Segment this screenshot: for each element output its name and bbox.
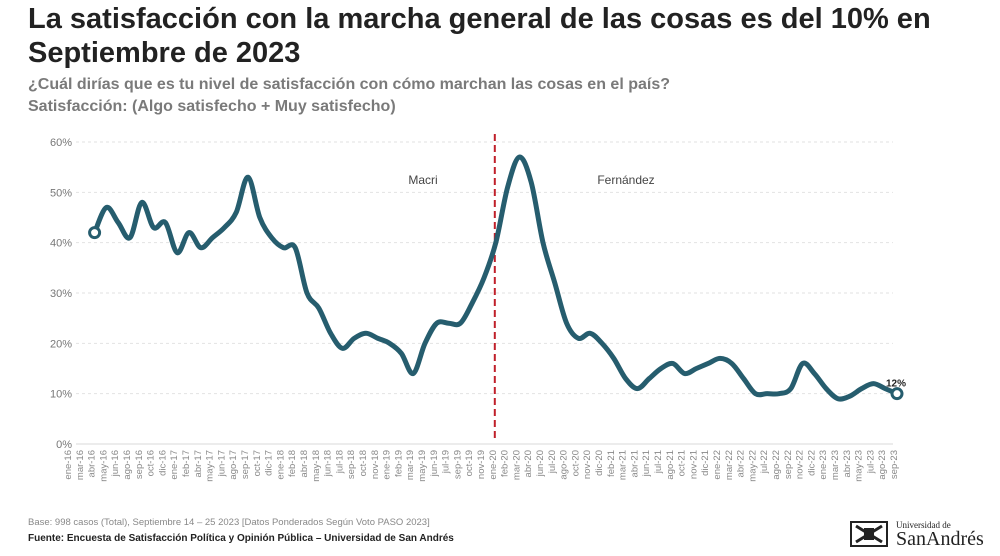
x-tick-label: nov-19	[476, 450, 487, 479]
page-title: La satisfacción con la marcha general de…	[28, 3, 931, 69]
x-tick-label: jun-18	[323, 450, 334, 477]
x-tick-label: jun-19	[429, 450, 440, 477]
data-label: 12%	[886, 379, 906, 390]
x-tick-label: ene-23	[818, 450, 829, 480]
y-tick-label: 0%	[56, 439, 72, 451]
x-tick-label: feb-18	[287, 450, 298, 477]
x-tick-label: sep-19	[452, 450, 463, 479]
x-tick-label: mar-21	[618, 450, 629, 480]
x-tick-label: ago-22	[771, 450, 782, 480]
end-marker	[890, 387, 904, 401]
question-subtitle: ¿Cuál dirías que es tu nivel de satisfac…	[28, 76, 670, 93]
x-tick-label: ago-21	[665, 450, 676, 480]
x-tick-label: jun-16	[110, 450, 121, 477]
x-tick-label: may-18	[311, 450, 322, 482]
x-tick-label: ago-20	[559, 450, 570, 480]
x-tick-label: jul-20	[547, 450, 558, 474]
x-tick-label: ene-18	[275, 450, 286, 480]
x-tick-label: mar-22	[724, 450, 735, 480]
x-tick-label: jun-20	[535, 450, 546, 477]
x-tick-label: feb-19	[393, 450, 404, 477]
x-tick-label: abr-21	[629, 450, 640, 477]
x-tick-label: feb-20	[500, 450, 511, 477]
x-tick-label: ene-20	[488, 450, 499, 480]
x-tick-label: jun-17	[216, 450, 227, 477]
period-label-fernandez: Fernández	[597, 173, 654, 187]
y-tick-label: 30%	[50, 288, 72, 300]
x-tick-label: abr-20	[523, 450, 534, 477]
source-note: Fuente: Encuesta de Satisfacción Polític…	[28, 533, 454, 544]
logo-line1: Universidad de	[896, 520, 951, 530]
x-tick-label: dic-16	[157, 450, 168, 476]
university-logo: Universidad de SanAndrés	[848, 518, 998, 552]
x-tick-label: jul-21	[653, 450, 664, 474]
x-tick-label: ago-23	[877, 450, 888, 480]
x-tick-label: oct-17	[252, 450, 263, 476]
period-label-macri: Macri	[408, 173, 437, 187]
x-tick-label: nov-18	[370, 450, 381, 479]
x-tick-label: ago-16	[122, 450, 133, 480]
x-tick-label: nov-21	[688, 450, 699, 479]
y-tick-label: 50%	[50, 187, 72, 199]
x-tick-label: may-17	[205, 450, 216, 482]
x-tick-label: abr-18	[299, 450, 310, 477]
y-tick-label: 20%	[50, 338, 72, 350]
x-tick-label: mar-16	[75, 450, 86, 480]
x-tick-label: mar-19	[405, 450, 416, 480]
x-tick-label: jul-22	[759, 450, 770, 474]
x-tick-label: sep-16	[134, 450, 145, 479]
x-tick-label: jul-23	[865, 450, 876, 474]
x-tick-label: oct-18	[358, 450, 369, 476]
x-tick-label: jul-18	[334, 450, 345, 474]
x-tick-label: may-16	[98, 450, 109, 482]
base-note: Base: 998 casos (Total), Septiembre 14 –…	[28, 517, 430, 528]
y-tick-label: 60%	[50, 137, 72, 149]
start-marker	[88, 226, 102, 240]
x-tick-label: dic-17	[264, 450, 275, 476]
x-tick-label: abr-17	[193, 450, 204, 477]
x-tick-label: abr-16	[87, 450, 98, 477]
x-tick-label: feb-17	[181, 450, 192, 477]
x-tick-label: abr-23	[842, 450, 853, 477]
x-tick-label: jul-19	[441, 450, 452, 474]
x-tick-label: sep-18	[346, 450, 357, 479]
x-tick-label: mar-20	[511, 450, 522, 480]
measure-subtitle: Satisfacción: (Algo satisfecho + Muy sat…	[28, 98, 396, 115]
x-tick-label: sep-23	[889, 450, 900, 479]
x-tick-label: may-23	[854, 450, 865, 482]
x-tick-label: oct-16	[146, 450, 157, 476]
x-tick-label: ene-17	[169, 450, 180, 480]
y-tick-label: 10%	[50, 389, 72, 401]
series-line	[92, 154, 900, 402]
x-tick-label: ene-22	[712, 450, 723, 480]
x-tick-label: mar-23	[830, 450, 841, 480]
x-tick-label: oct-20	[570, 450, 581, 476]
x-tick-label: ene-19	[382, 450, 393, 480]
x-tick-label: nov-22	[795, 450, 806, 479]
x-tick-label: may-22	[747, 450, 758, 482]
x-tick-label: abr-22	[736, 450, 747, 477]
x-tick-label: oct-21	[677, 450, 688, 476]
x-tick-label: may-19	[417, 450, 428, 482]
x-tick-label: sep-22	[783, 450, 794, 479]
x-tick-label: ene-16	[63, 450, 74, 480]
x-tick-label: dic-21	[700, 450, 711, 476]
x-tick-label: ago-17	[228, 450, 239, 480]
x-tick-label: nov-20	[582, 450, 593, 479]
x-tick-label: dic-20	[594, 450, 605, 476]
crest-icon	[850, 521, 888, 547]
x-tick-label: feb-21	[606, 450, 617, 477]
x-tick-label: dic-22	[806, 450, 817, 476]
y-tick-label: 40%	[50, 238, 72, 250]
x-tick-label: oct-19	[464, 450, 475, 476]
logo-line2: SanAndrés	[896, 528, 984, 550]
x-tick-label: jun-21	[641, 450, 652, 477]
x-tick-label: sep-17	[240, 450, 251, 479]
